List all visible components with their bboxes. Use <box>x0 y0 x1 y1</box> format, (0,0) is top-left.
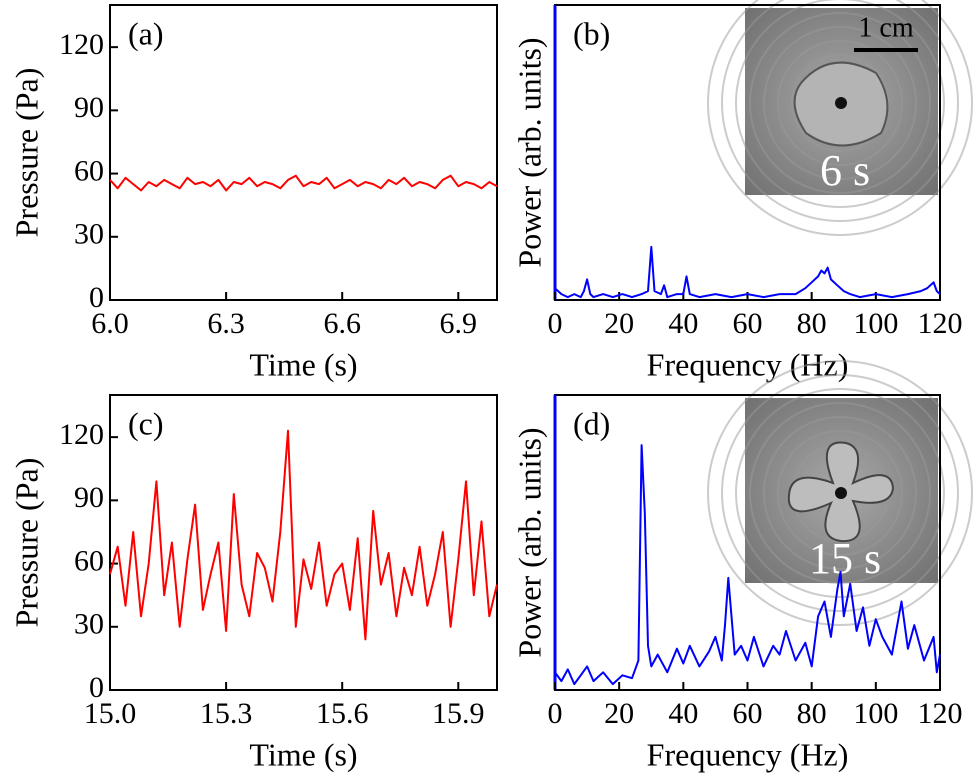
ripple <box>749 12 931 194</box>
x-tick-label: 6.9 <box>440 307 478 340</box>
ripple <box>763 416 917 570</box>
x-tick-label: 120 <box>918 307 963 340</box>
ripple <box>777 430 903 556</box>
x-tick-label: 100 <box>853 697 898 730</box>
x-tick-label: 60 <box>733 697 763 730</box>
data-line <box>109 429 498 641</box>
x-tick-label: 40 <box>668 307 698 340</box>
x-tick-label: 0 <box>548 307 563 340</box>
axes-frame <box>109 4 498 301</box>
x-tick-label: 15.0 <box>84 697 137 730</box>
panel-label: (a) <box>128 15 164 51</box>
panel-label: (c) <box>128 405 164 441</box>
x-tick-label: 100 <box>853 307 898 340</box>
x-tick-label: 15.6 <box>316 697 369 730</box>
data-line <box>554 245 941 299</box>
hole <box>835 97 847 109</box>
x-tick-label: 20 <box>604 307 634 340</box>
ripple <box>777 40 903 166</box>
inset-image: 15 s <box>707 360 973 626</box>
y-tick-label: 120 <box>59 28 104 61</box>
panel-label: (b) <box>573 15 610 51</box>
ripple <box>707 0 973 236</box>
hole <box>835 487 847 499</box>
y-tick-label: 60 <box>74 544 104 577</box>
x-tick-label: 15.9 <box>432 697 485 730</box>
x-axis-label: Frequency (Hz) <box>647 736 849 772</box>
y-tick-label: 0 <box>89 671 104 704</box>
y-tick-label: 0 <box>89 281 104 314</box>
scale-label: 1 cm <box>858 12 913 43</box>
y-tick-label: 90 <box>74 481 104 514</box>
y-tick-label: 90 <box>74 91 104 124</box>
time-label: 15 s <box>809 534 881 583</box>
y-tick-label: 30 <box>74 218 104 251</box>
y-tick-label: 60 <box>74 154 104 187</box>
data-line <box>109 174 498 192</box>
x-tick-label: 6.3 <box>207 307 245 340</box>
x-tick-label: 60 <box>733 307 763 340</box>
x-tick-label: 120 <box>918 697 963 730</box>
ripple <box>707 360 973 626</box>
y-tick-label: 120 <box>59 418 104 451</box>
ripple <box>721 0 959 222</box>
panel-label: (d) <box>573 405 610 441</box>
inset-image: 1 cm 6 s <box>707 0 973 236</box>
x-axis-label: Time (s) <box>249 346 357 382</box>
axes-frame <box>109 394 498 691</box>
y-axis-label: Pressure (Pa) <box>8 458 44 628</box>
y-axis-label: Pressure (Pa) <box>8 68 44 238</box>
y-tick-label: 30 <box>74 608 104 641</box>
x-axis-label: Time (s) <box>249 736 357 772</box>
y-axis-label: Power (arb. units) <box>511 427 547 657</box>
x-tick-label: 6.0 <box>91 307 129 340</box>
x-tick-label: 40 <box>668 697 698 730</box>
x-tick-label: 80 <box>797 697 827 730</box>
ripple <box>735 0 945 208</box>
x-tick-label: 0 <box>548 697 563 730</box>
x-tick-label: 20 <box>604 697 634 730</box>
ripple <box>735 388 945 598</box>
ripple <box>763 26 917 180</box>
ripple <box>721 374 959 612</box>
ripple <box>749 402 931 584</box>
time-label: 6 s <box>820 146 870 195</box>
y-axis-label: Power (arb. units) <box>511 37 547 267</box>
x-tick-label: 80 <box>797 307 827 340</box>
data-line <box>554 444 941 686</box>
x-tick-label: 6.6 <box>323 307 361 340</box>
x-tick-label: 15.3 <box>200 697 253 730</box>
